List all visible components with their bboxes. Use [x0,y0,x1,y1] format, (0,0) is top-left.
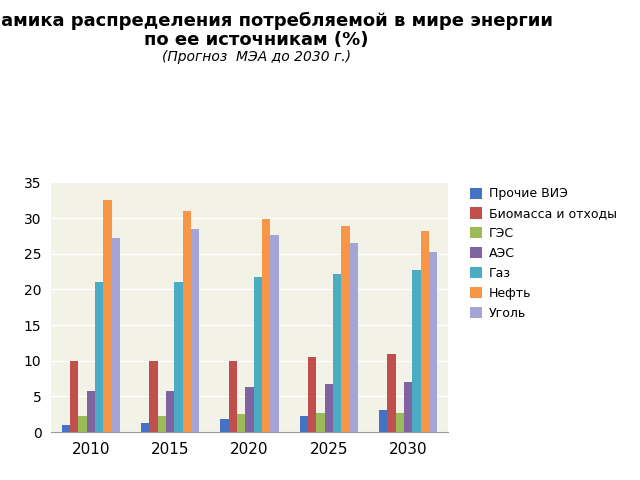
Bar [316,413,324,432]
Bar [379,410,387,432]
Bar [149,360,157,432]
Bar [237,414,245,432]
Bar [245,387,254,432]
Bar [141,423,149,432]
Bar [404,382,413,432]
Bar [387,354,396,432]
Bar [183,211,191,432]
Bar [262,219,271,432]
Text: (Прогноз  МЭА до 2030 г.): (Прогноз МЭА до 2030 г.) [161,50,351,64]
Bar [308,357,316,432]
Bar [342,226,350,432]
Bar [350,243,358,432]
Bar [112,238,120,432]
Bar [157,416,166,432]
Bar [95,282,104,432]
Bar [228,360,237,432]
Bar [166,391,175,432]
Bar [254,277,262,432]
Text: по ее источникам (%): по ее источникам (%) [144,31,368,49]
Bar [429,252,438,432]
Bar [413,270,421,432]
Text: Динамика распределения потребляемой в мире энергии: Динамика распределения потребляемой в ми… [0,12,552,30]
Bar [191,229,200,432]
Bar [78,416,86,432]
Bar [396,413,404,432]
Bar [333,274,342,432]
Bar [324,384,333,432]
Bar [70,360,78,432]
Bar [104,200,112,432]
Bar [271,235,279,432]
Bar [175,282,183,432]
Bar [61,425,70,432]
Bar [421,231,429,432]
Bar [300,416,308,432]
Legend: Прочие ВИЭ, Биомасса и отходы, ГЭС, АЭС, Газ, Нефть, Уголь: Прочие ВИЭ, Биомасса и отходы, ГЭС, АЭС,… [466,184,620,324]
Bar [86,391,95,432]
Bar [220,419,228,432]
